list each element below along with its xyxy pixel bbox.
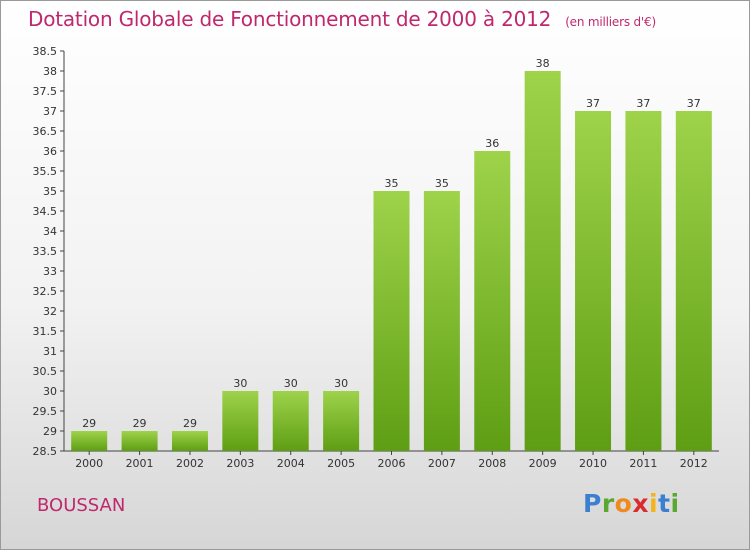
x-tick-label: 2009 (529, 457, 557, 470)
y-tick-label: 30.5 (33, 365, 58, 378)
x-tick-label: 2000 (75, 457, 103, 470)
bar-value-label: 29 (133, 417, 147, 430)
bar-value-label: 37 (586, 97, 600, 110)
y-tick-label: 34.5 (33, 205, 58, 218)
chart-title: Dotation Globale de Fonctionnement de 20… (28, 7, 656, 31)
y-tick-label: 29 (43, 425, 57, 438)
y-tick-label: 37 (43, 105, 57, 118)
bar (423, 191, 460, 451)
y-tick-label: 36.5 (33, 125, 58, 138)
chart-unit: (en milliers d'€) (565, 15, 656, 29)
x-tick-label: 2004 (277, 457, 305, 470)
y-tick-label: 32 (43, 305, 57, 318)
x-tick-label: 2008 (478, 457, 506, 470)
x-tick-label: 2003 (226, 457, 254, 470)
y-tick-label: 33 (43, 265, 57, 278)
x-tick-label: 2007 (428, 457, 456, 470)
bar-value-label: 38 (536, 57, 550, 70)
bar-value-label: 30 (284, 377, 298, 390)
y-tick-label: 31.5 (33, 325, 58, 338)
x-tick-label: 2002 (176, 457, 204, 470)
x-tick-label: 2001 (126, 457, 154, 470)
bar (524, 71, 561, 451)
bar (474, 151, 511, 451)
x-tick-label: 2011 (629, 457, 657, 470)
bar (171, 431, 208, 451)
bar (272, 391, 309, 451)
y-tick-label: 33.5 (33, 245, 58, 258)
bar-value-label: 37 (636, 97, 650, 110)
bar (625, 111, 662, 451)
y-tick-label: 38 (43, 65, 57, 78)
y-tick-label: 36 (43, 145, 57, 158)
bar (373, 191, 410, 451)
bar (71, 431, 108, 451)
y-tick-label: 35.5 (33, 165, 58, 178)
bar-value-label: 37 (687, 97, 701, 110)
y-tick-label: 31 (43, 345, 57, 358)
y-tick-label: 30 (43, 385, 57, 398)
y-tick-label: 38.5 (33, 45, 58, 58)
y-tick-label: 28.5 (33, 445, 58, 458)
x-tick-label: 2006 (378, 457, 406, 470)
bar (575, 111, 612, 451)
bar-value-label: 29 (183, 417, 197, 430)
bar (121, 431, 158, 451)
bar-value-label: 35 (435, 177, 449, 190)
x-tick-label: 2010 (579, 457, 607, 470)
place-name: BOUSSAN (37, 495, 126, 516)
y-tick-label: 32.5 (33, 285, 58, 298)
bar (323, 391, 360, 451)
x-tick-label: 2012 (680, 457, 708, 470)
bar (222, 391, 259, 451)
y-tick-label: 37.5 (33, 85, 58, 98)
y-tick-label: 29.5 (33, 405, 58, 418)
bar-value-label: 30 (233, 377, 247, 390)
bar-value-label: 29 (82, 417, 96, 430)
bar (675, 111, 712, 451)
bar-value-label: 35 (385, 177, 399, 190)
y-tick-label: 35 (43, 185, 57, 198)
y-tick-label: 34 (43, 225, 57, 238)
bar-value-label: 36 (485, 137, 499, 150)
x-tick-label: 2005 (327, 457, 355, 470)
bar-value-label: 30 (334, 377, 348, 390)
proxiti-logo[interactable]: Proxiti (583, 489, 680, 518)
